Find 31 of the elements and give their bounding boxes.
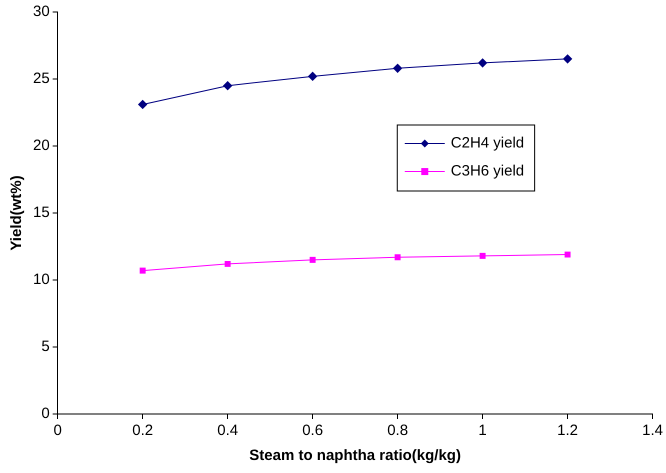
point bbox=[224, 260, 231, 267]
x-tick-label: 1.4 bbox=[642, 422, 664, 440]
point bbox=[308, 72, 318, 81]
point bbox=[393, 64, 402, 73]
point bbox=[310, 256, 316, 263]
x-tick-label: 0.8 bbox=[387, 422, 408, 440]
point bbox=[394, 254, 401, 260]
x-tick-label: 0.6 bbox=[302, 422, 324, 440]
legend-label: C2H4 yield bbox=[450, 134, 524, 152]
y-tick-label: 25 bbox=[32, 70, 50, 88]
point bbox=[223, 81, 232, 90]
x-tick-label: 0.4 bbox=[217, 422, 238, 440]
point bbox=[563, 54, 572, 64]
y-tick-label: 20 bbox=[32, 137, 50, 154]
y-tick-label: 5 bbox=[41, 338, 50, 356]
point bbox=[140, 268, 146, 274]
x-tick-label: 0 bbox=[54, 422, 62, 440]
x-tick-label: 1 bbox=[478, 422, 487, 440]
y-axis-title: Yield(wt%) bbox=[8, 175, 26, 251]
point bbox=[564, 252, 571, 258]
x-axis-title: Steam to naphtha ratio(kg/kg) bbox=[249, 447, 461, 464]
point bbox=[480, 252, 486, 259]
point bbox=[138, 100, 148, 109]
y-tick-label: 30 bbox=[32, 3, 50, 20]
legend-label: C3H6 yield bbox=[450, 162, 524, 180]
y-tick-label: 0 bbox=[41, 405, 50, 422]
y-tick-label: 15 bbox=[32, 204, 50, 222]
point bbox=[478, 58, 488, 68]
y-tick-label: 10 bbox=[32, 271, 50, 288]
x-tick-label: 0.2 bbox=[132, 422, 154, 440]
x-tick-label: 1.2 bbox=[557, 422, 578, 440]
